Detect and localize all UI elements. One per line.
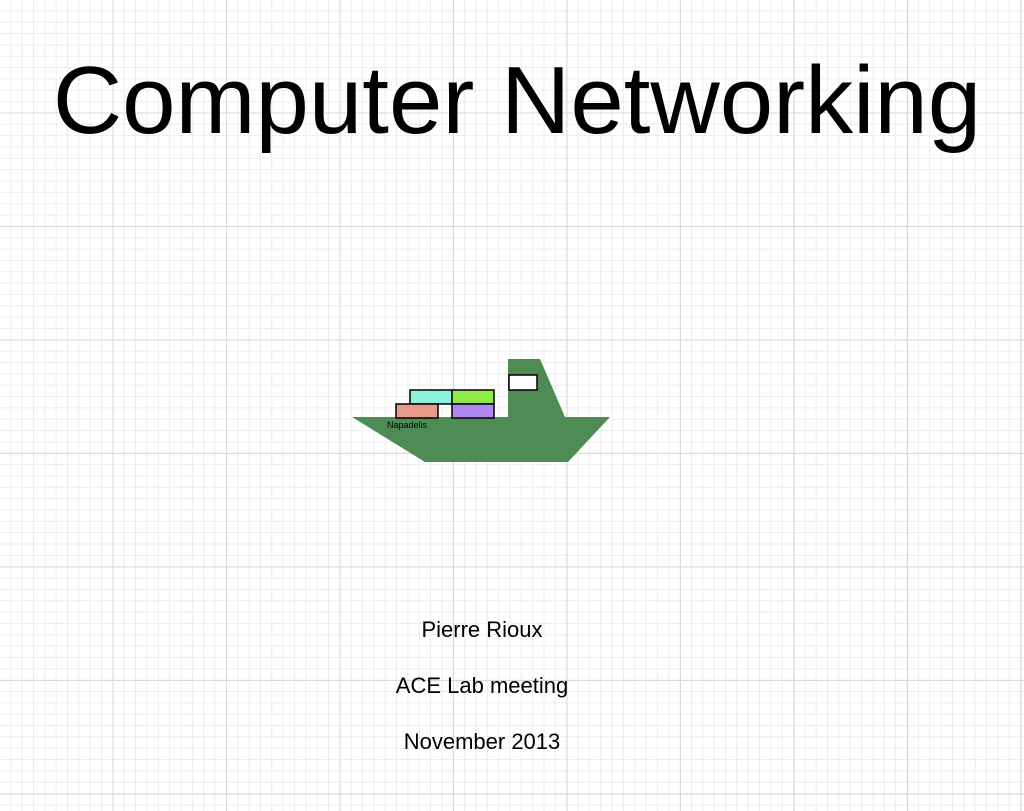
container-green bbox=[451, 389, 495, 405]
cargo-ship-icon: Napadelis bbox=[352, 359, 610, 462]
container-cyan bbox=[409, 389, 453, 405]
event-name: ACE Lab meeting bbox=[395, 673, 569, 698]
container-purple bbox=[451, 403, 495, 419]
ship-window bbox=[508, 374, 538, 391]
slide-title: Computer Networking bbox=[52, 47, 982, 154]
author-name: Pierre Rioux bbox=[421, 617, 543, 642]
container-salmon bbox=[395, 403, 439, 419]
ship-name-label: Napadelis bbox=[387, 420, 428, 430]
presentation-date: November 2013 bbox=[403, 729, 561, 754]
ship-hull bbox=[352, 417, 610, 462]
